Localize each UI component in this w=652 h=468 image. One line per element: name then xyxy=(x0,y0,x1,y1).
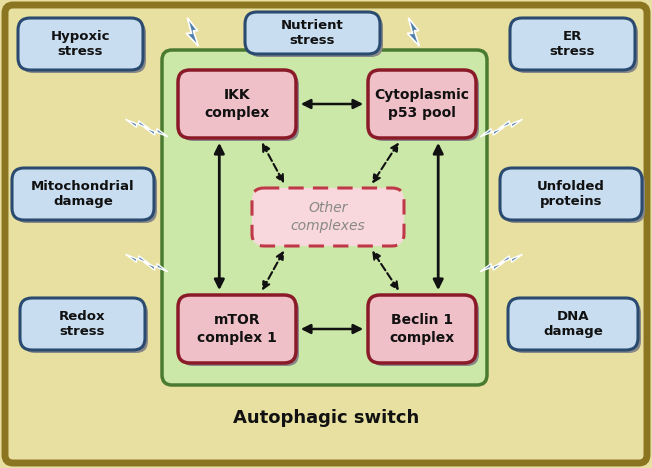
FancyBboxPatch shape xyxy=(23,301,148,353)
Polygon shape xyxy=(480,262,505,272)
Text: Mitochondrial
damage: Mitochondrial damage xyxy=(31,180,135,208)
FancyBboxPatch shape xyxy=(513,21,638,73)
Polygon shape xyxy=(498,254,522,264)
FancyBboxPatch shape xyxy=(252,188,404,246)
FancyBboxPatch shape xyxy=(368,295,476,363)
FancyBboxPatch shape xyxy=(178,70,296,138)
Polygon shape xyxy=(143,262,168,272)
Text: mTOR
complex 1: mTOR complex 1 xyxy=(197,314,277,344)
Polygon shape xyxy=(186,18,198,46)
Text: Unfolded
proteins: Unfolded proteins xyxy=(537,180,605,208)
FancyBboxPatch shape xyxy=(178,295,296,363)
FancyBboxPatch shape xyxy=(21,21,146,73)
FancyBboxPatch shape xyxy=(500,168,642,220)
FancyBboxPatch shape xyxy=(12,168,154,220)
FancyBboxPatch shape xyxy=(181,298,299,366)
FancyBboxPatch shape xyxy=(508,298,638,350)
FancyBboxPatch shape xyxy=(245,12,380,54)
Text: Redox
stress: Redox stress xyxy=(59,310,106,338)
Text: Beclin 1
complex: Beclin 1 complex xyxy=(389,314,454,344)
FancyBboxPatch shape xyxy=(371,73,479,141)
Text: ER
stress: ER stress xyxy=(550,30,595,58)
FancyBboxPatch shape xyxy=(18,18,143,70)
Polygon shape xyxy=(408,18,419,46)
Text: Nutrient
stress: Nutrient stress xyxy=(281,19,344,47)
FancyBboxPatch shape xyxy=(162,50,487,385)
Text: Cytoplasmic
p53 pool: Cytoplasmic p53 pool xyxy=(374,88,469,120)
FancyBboxPatch shape xyxy=(368,70,476,138)
FancyBboxPatch shape xyxy=(503,171,645,223)
FancyBboxPatch shape xyxy=(20,298,145,350)
FancyBboxPatch shape xyxy=(15,171,157,223)
FancyBboxPatch shape xyxy=(511,301,641,353)
Text: IKK
complex: IKK complex xyxy=(204,88,270,120)
FancyBboxPatch shape xyxy=(5,5,647,463)
Text: DNA
damage: DNA damage xyxy=(543,310,603,338)
Polygon shape xyxy=(125,119,150,129)
Text: Autophagic switch: Autophagic switch xyxy=(233,409,419,427)
Text: Other
complexes: Other complexes xyxy=(291,201,365,233)
Polygon shape xyxy=(125,254,150,264)
Polygon shape xyxy=(480,127,505,137)
Polygon shape xyxy=(498,119,522,129)
FancyBboxPatch shape xyxy=(371,298,479,366)
FancyBboxPatch shape xyxy=(181,73,299,141)
Polygon shape xyxy=(143,127,168,137)
FancyBboxPatch shape xyxy=(248,15,383,57)
Text: Hypoxic
stress: Hypoxic stress xyxy=(51,30,110,58)
FancyBboxPatch shape xyxy=(510,18,635,70)
